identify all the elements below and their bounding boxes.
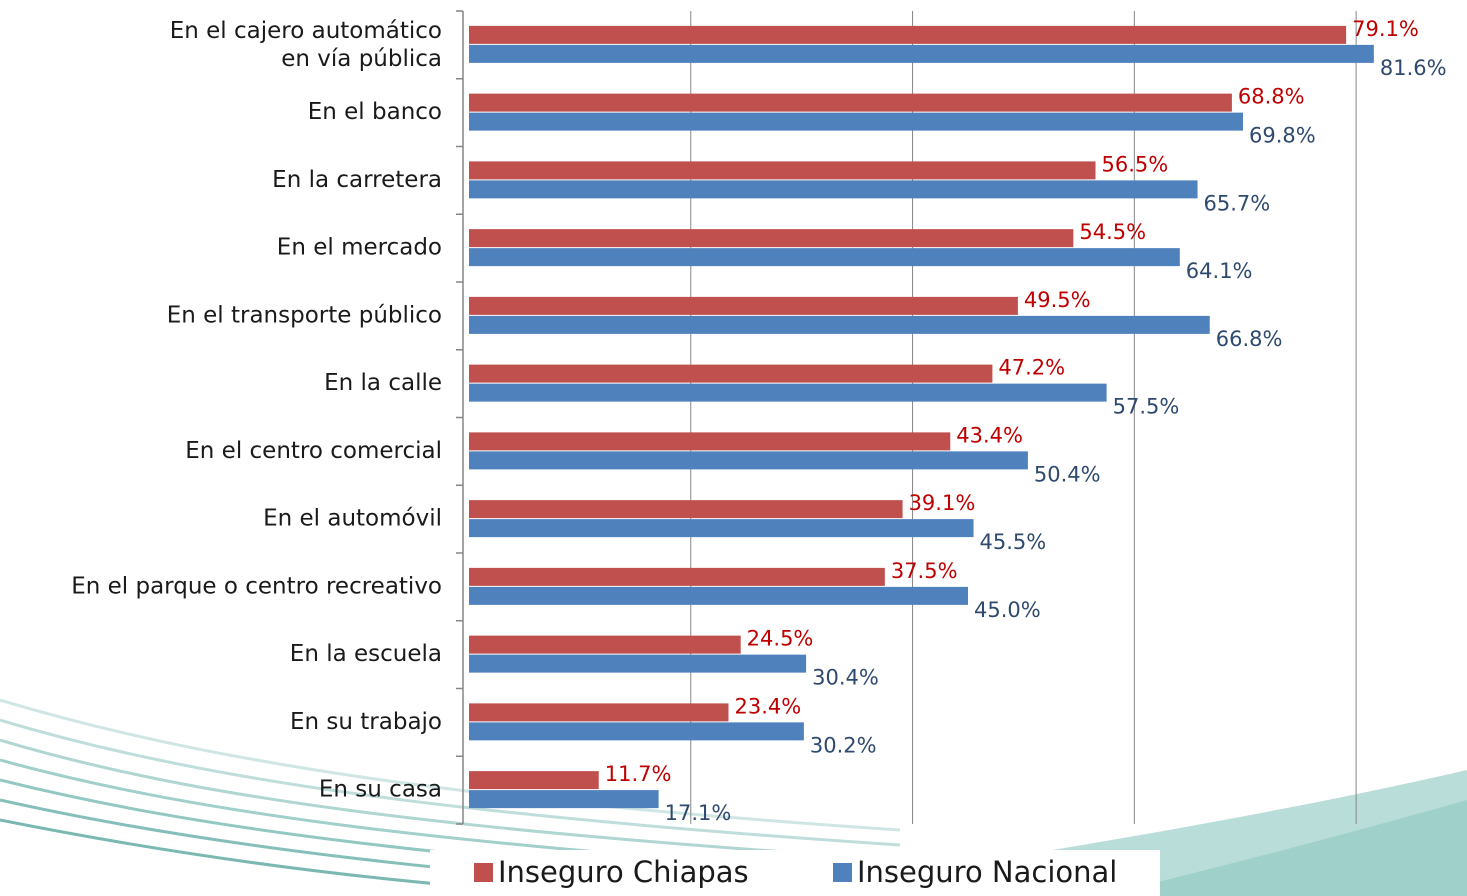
value-label: 43.4% [956, 423, 1023, 447]
bar [469, 365, 992, 383]
value-label: 47.2% [998, 356, 1065, 380]
y-tick-label: En su casa [319, 777, 442, 803]
value-label: 30.2% [810, 733, 877, 757]
value-label: 50.4% [1034, 462, 1101, 486]
bar [469, 655, 806, 673]
value-label: 65.7% [1204, 191, 1271, 215]
bar [469, 94, 1232, 112]
y-tick-label: En la carretera [272, 167, 442, 193]
page: {"chart_data": {"type": "barh", "categor… [0, 0, 1467, 896]
bar [469, 451, 1028, 469]
y-tick-label: En el centro comercial [185, 438, 442, 464]
y-tick-label: En su trabajo [290, 709, 442, 735]
bar [469, 161, 1096, 179]
value-label: 64.1% [1186, 259, 1253, 283]
y-tick-label: En el transporte público [167, 302, 442, 328]
bar [469, 500, 903, 518]
legend-label: Inseguro Nacional [857, 855, 1117, 889]
value-label: 68.8% [1238, 85, 1305, 109]
value-label: 57.5% [1113, 395, 1180, 419]
y-tick-label: En el automóvil [263, 506, 442, 532]
bar [469, 790, 659, 808]
y-tick-label: En la escuela [290, 641, 442, 667]
bar [469, 384, 1107, 402]
value-label: 66.8% [1216, 327, 1283, 351]
value-label: 17.1% [665, 801, 732, 825]
legend-swatch [833, 863, 852, 882]
y-tick-label: En el parque o centro recreativo [71, 573, 442, 599]
y-tick-label: En el banco [308, 99, 442, 125]
value-label: 45.5% [980, 530, 1047, 554]
bar [469, 722, 804, 740]
legend-swatch [474, 863, 493, 882]
bar [469, 703, 728, 721]
chart: En el cajero automáticoen vía pública 79.… [0, 0, 1467, 896]
value-label: 39.1% [909, 491, 976, 515]
bar [469, 113, 1243, 131]
value-label: 24.5% [747, 627, 814, 651]
value-label: 54.5% [1079, 220, 1146, 244]
bar [469, 316, 1210, 334]
bar [469, 229, 1073, 247]
value-label: 11.7% [605, 762, 672, 786]
legend-label: Inseguro Chiapas [498, 855, 749, 889]
value-label: 37.5% [891, 559, 958, 583]
bar [469, 248, 1180, 266]
bar [469, 180, 1198, 198]
bar [469, 297, 1018, 315]
y-tick-label: En la calle [324, 370, 442, 396]
value-label: 23.4% [734, 694, 801, 718]
value-label: 79.1% [1352, 17, 1419, 41]
value-label: 56.5% [1102, 152, 1169, 176]
bar [469, 771, 599, 789]
y-tick-label: En el mercado [277, 235, 442, 261]
value-label: 45.0% [974, 598, 1041, 622]
bar [469, 26, 1346, 44]
bar [469, 568, 885, 586]
bar [469, 519, 974, 537]
bar [469, 45, 1374, 63]
bar [469, 587, 968, 605]
value-label: 81.6% [1380, 56, 1447, 80]
value-label: 30.4% [812, 666, 879, 690]
value-label: 49.5% [1024, 288, 1091, 312]
value-label: 69.8% [1249, 124, 1316, 148]
bar [469, 432, 950, 450]
bar [469, 636, 741, 654]
